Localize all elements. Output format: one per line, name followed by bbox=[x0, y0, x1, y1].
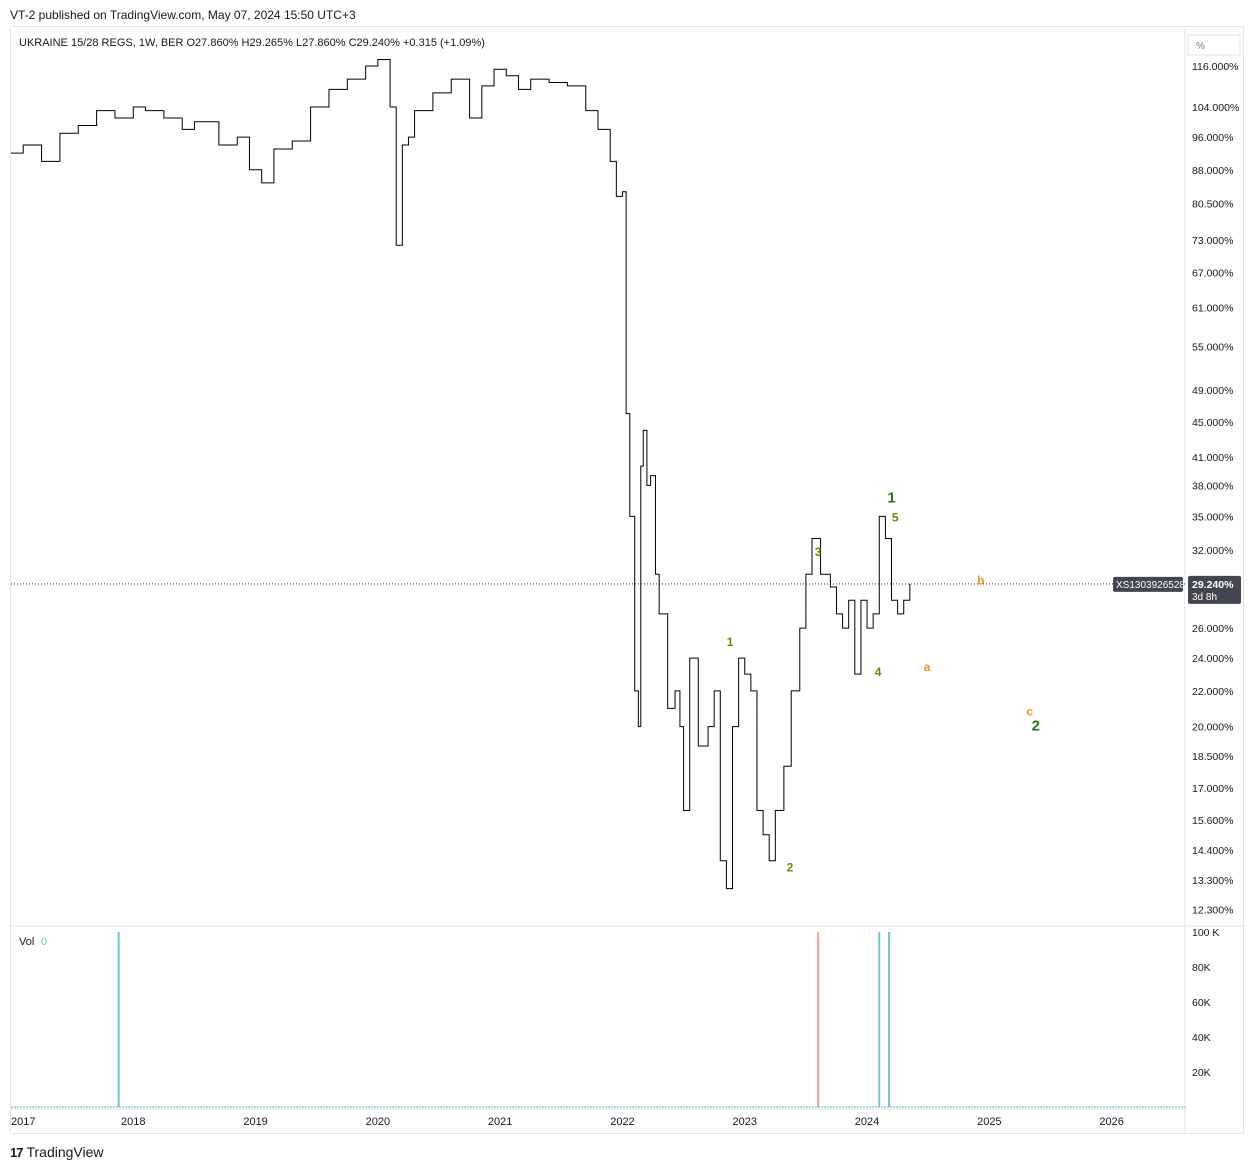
volume-tick-label: 80K bbox=[1192, 962, 1211, 974]
tradingview-footer[interactable]: 17 TradingView bbox=[10, 1144, 104, 1160]
bar-countdown-label: 3d 8h bbox=[1192, 592, 1217, 603]
x-tick-label: 2018 bbox=[121, 1116, 145, 1128]
wave-label: 3 bbox=[815, 545, 822, 559]
volume-tick-label: 20K bbox=[1192, 1067, 1211, 1079]
x-tick-label: 2021 bbox=[488, 1116, 512, 1128]
y-tick-label: 88.000% bbox=[1192, 165, 1233, 177]
price-series-line bbox=[11, 59, 911, 890]
wave-label: c bbox=[1026, 705, 1033, 719]
x-tick-label: 2019 bbox=[243, 1116, 267, 1128]
y-tick-label: 73.000% bbox=[1192, 235, 1233, 247]
y-tick-label: 55.000% bbox=[1192, 341, 1233, 353]
volume-tick-label: 100 K bbox=[1192, 927, 1219, 939]
scale-mode-button[interactable] bbox=[1187, 34, 1241, 56]
x-tick-label: 2023 bbox=[733, 1116, 757, 1128]
wave-label: 2 bbox=[787, 861, 794, 875]
y-tick-label: 13.300% bbox=[1192, 875, 1233, 887]
last-price-badge bbox=[1188, 575, 1241, 604]
y-tick-label: 22.000% bbox=[1192, 686, 1233, 698]
tradingview-logo-text: TradingView bbox=[26, 1144, 104, 1160]
volume-legend-value: 0 bbox=[41, 936, 47, 948]
x-tick-label: 2020 bbox=[366, 1116, 390, 1128]
wave-label: b bbox=[977, 573, 984, 587]
x-tick-label: 2025 bbox=[977, 1116, 1001, 1128]
volume-tick-label: 40K bbox=[1192, 1032, 1211, 1044]
y-tick-label: 26.000% bbox=[1192, 623, 1233, 635]
x-tick-label: 2024 bbox=[855, 1116, 879, 1128]
y-tick-label: 32.000% bbox=[1192, 545, 1233, 557]
volume-legend-label: Vol bbox=[19, 936, 34, 948]
scale-unit-label: % bbox=[1196, 41, 1205, 52]
y-tick-label: 80.500% bbox=[1192, 198, 1233, 210]
y-tick-label: 49.000% bbox=[1192, 385, 1233, 397]
price-chart[interactable]: UKRAINE 15/28 REGS, 1W, BER O27.860% H29… bbox=[11, 27, 1245, 1135]
x-tick-label: 2022 bbox=[610, 1116, 634, 1128]
y-tick-label: 41.000% bbox=[1192, 452, 1233, 464]
symbol-badge bbox=[1113, 576, 1183, 592]
y-tick-label: 61.000% bbox=[1192, 303, 1233, 315]
wave-label: 2 bbox=[1032, 717, 1040, 734]
y-tick-label: 18.500% bbox=[1192, 751, 1233, 763]
wave-label: 1 bbox=[727, 635, 734, 649]
y-tick-label: 35.000% bbox=[1192, 511, 1233, 523]
x-tick-label: 2017 bbox=[11, 1116, 35, 1128]
y-tick-label: 45.000% bbox=[1192, 417, 1233, 429]
last-price-label: 29.240% bbox=[1192, 579, 1234, 591]
wave-label: a bbox=[924, 660, 931, 674]
tradingview-logo-icon: 17 bbox=[10, 1144, 24, 1160]
volume-tick-label: 60K bbox=[1192, 997, 1211, 1009]
y-tick-label: 96.000% bbox=[1192, 132, 1233, 144]
y-tick-label: 116.000% bbox=[1192, 61, 1239, 73]
symbol-badge-text: XS1303926528 bbox=[1116, 580, 1185, 591]
y-tick-label: 67.000% bbox=[1192, 267, 1233, 279]
y-tick-label: 17.000% bbox=[1192, 783, 1233, 795]
y-tick-label: 24.000% bbox=[1192, 653, 1233, 665]
chart-frame[interactable]: UKRAINE 15/28 REGS, 1W, BER O27.860% H29… bbox=[10, 26, 1245, 1135]
y-tick-label: 12.300% bbox=[1192, 904, 1233, 916]
wave-label: 4 bbox=[875, 665, 882, 679]
y-tick-label: 15.600% bbox=[1192, 815, 1233, 827]
wave-label: 1 bbox=[887, 490, 895, 507]
x-tick-label: 2026 bbox=[1099, 1116, 1123, 1128]
y-tick-label: 14.400% bbox=[1192, 845, 1233, 857]
y-tick-label: 38.000% bbox=[1192, 480, 1233, 492]
symbol-legend: UKRAINE 15/28 REGS, 1W, BER O27.860% H29… bbox=[19, 37, 485, 49]
published-caption: VT-2 published on TradingView.com, May 0… bbox=[10, 8, 356, 22]
wave-label: 5 bbox=[892, 511, 899, 525]
y-tick-label: 20.000% bbox=[1192, 722, 1233, 734]
y-tick-label: 104.000% bbox=[1192, 102, 1239, 114]
